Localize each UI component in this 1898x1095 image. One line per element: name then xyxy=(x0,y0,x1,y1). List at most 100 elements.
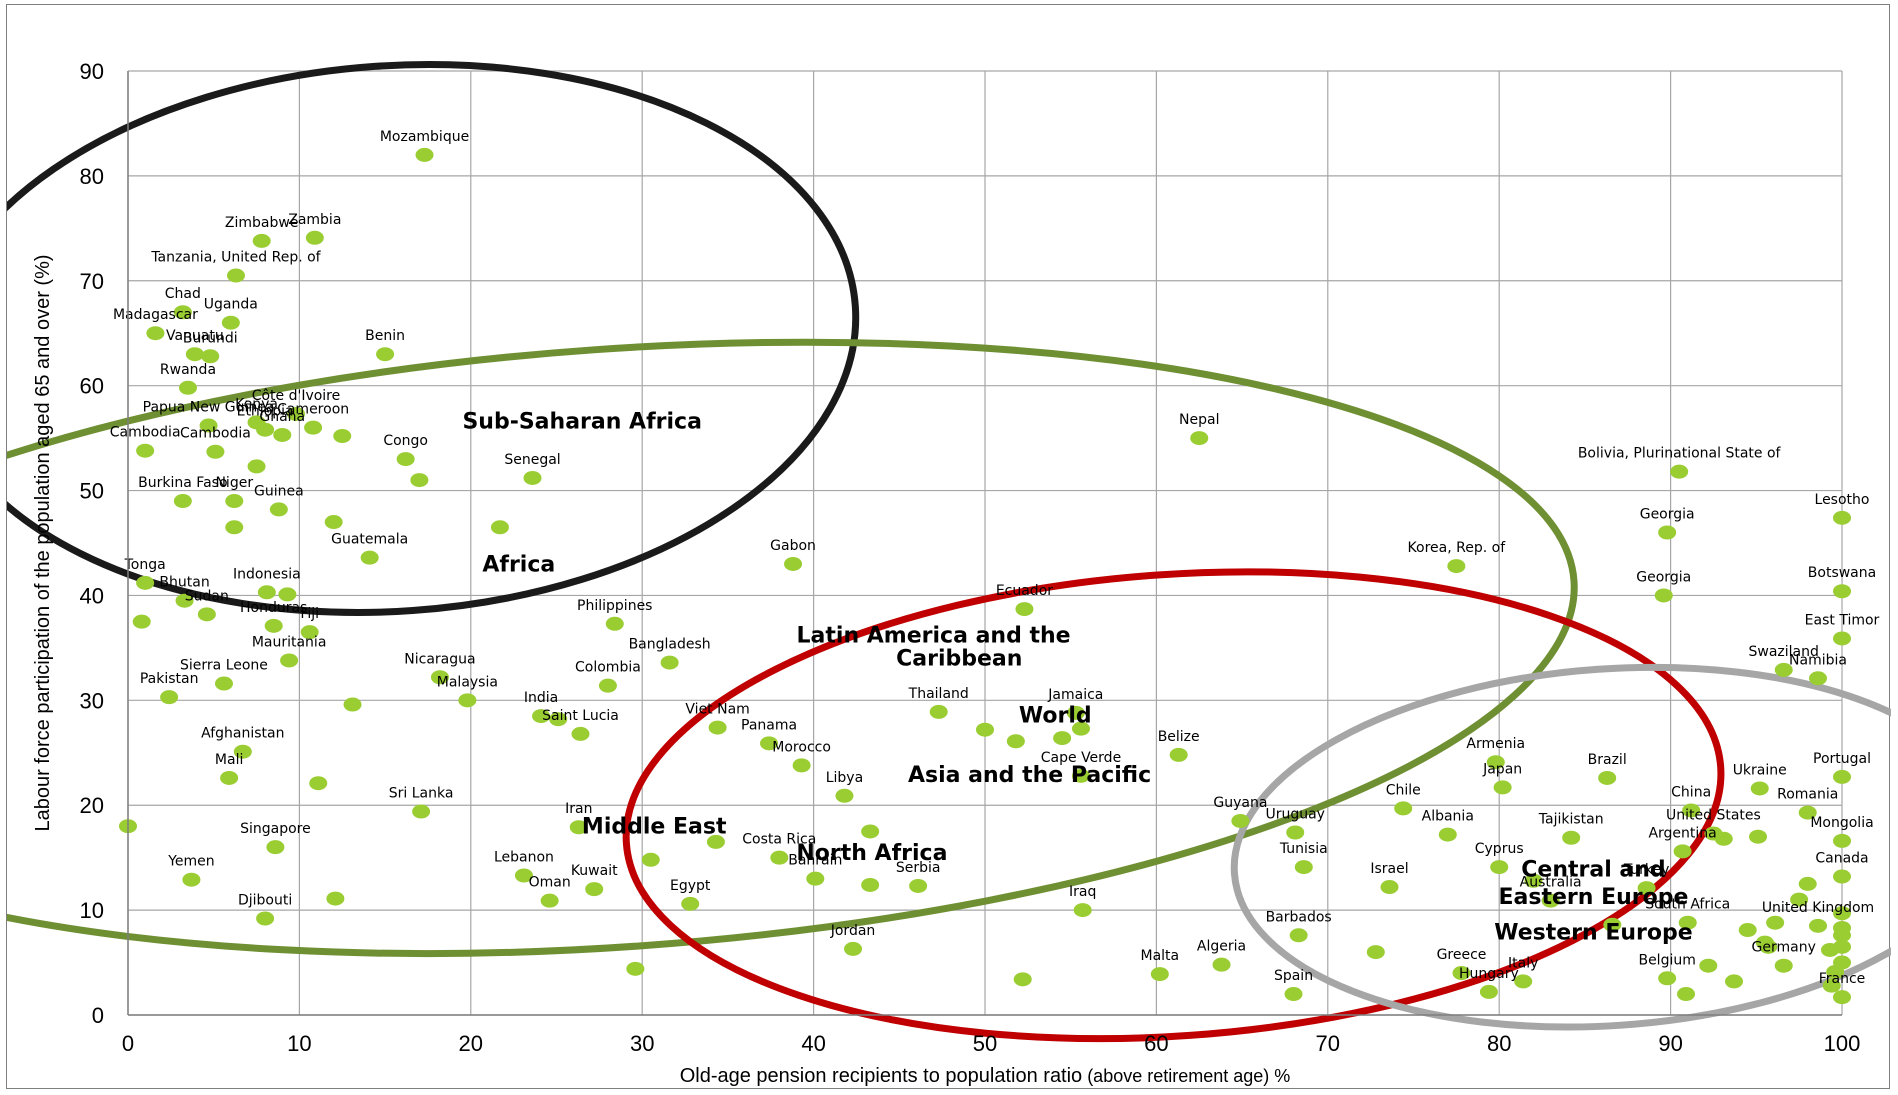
data-point xyxy=(1774,662,1793,677)
data-point-label: Lesotho xyxy=(1815,492,1870,508)
data-point-label: China xyxy=(1671,784,1711,800)
data-point xyxy=(1603,917,1622,932)
y-tick-label: 30 xyxy=(80,688,104,713)
data-point xyxy=(309,776,328,791)
data-point xyxy=(304,420,323,435)
data-point xyxy=(132,614,151,629)
data-point xyxy=(1822,978,1841,993)
x-tick-label: 60 xyxy=(1144,1031,1168,1056)
data-point xyxy=(861,877,880,892)
data-point-label: Niger xyxy=(215,475,253,491)
data-point-label: Turkey xyxy=(1623,862,1670,878)
data-point-label: Georgia xyxy=(1636,569,1691,585)
data-point xyxy=(1212,957,1231,972)
data-point-label: Uruguay xyxy=(1265,806,1325,822)
data-point-label: Tonga xyxy=(124,557,166,573)
data-point-label: Zimbabwe xyxy=(225,215,299,231)
data-point xyxy=(333,429,352,444)
data-point-label: Ghana xyxy=(259,409,305,425)
data-point-label: Jamaica xyxy=(1047,687,1103,703)
data-point xyxy=(266,840,285,855)
data-point xyxy=(626,961,645,976)
data-point-label: Senegal xyxy=(504,452,560,468)
data-point-label: Sri Lanka xyxy=(389,786,454,802)
data-point xyxy=(1294,860,1313,875)
data-point-label: Bhutan xyxy=(159,575,209,591)
data-point xyxy=(1833,928,1851,943)
data-point xyxy=(360,550,379,565)
data-point xyxy=(1073,903,1092,918)
data-point-label: United States xyxy=(1666,808,1761,824)
data-point xyxy=(1490,860,1509,875)
data-point xyxy=(458,693,477,708)
data-point-label: Korea, Rep. of xyxy=(1408,540,1507,556)
data-point-label: Brazil xyxy=(1588,752,1627,768)
data-point xyxy=(1654,588,1673,603)
data-point xyxy=(1833,584,1851,599)
data-point-label: Burundi xyxy=(183,330,238,346)
data-point xyxy=(257,585,276,600)
region-label: Eastern Europe xyxy=(1499,885,1689,910)
data-point-label: Fiji xyxy=(300,606,319,622)
data-point-label: Cambodia xyxy=(180,426,251,442)
data-point xyxy=(1798,876,1817,891)
data-point-label: Algeria xyxy=(1197,939,1246,955)
data-point-label: Barbados xyxy=(1266,909,1332,925)
data-point-label: Botswana xyxy=(1808,565,1876,581)
data-point-label: Nicaragua xyxy=(404,651,475,667)
data-point-label: Zambia xyxy=(288,212,341,228)
data-point xyxy=(1749,829,1768,844)
data-point xyxy=(221,315,240,330)
data-point-label: Kuwait xyxy=(571,863,618,879)
data-point-label: Uganda xyxy=(204,297,258,313)
data-point-label: Madagascar xyxy=(113,307,198,323)
data-point-label: Yemen xyxy=(167,854,214,870)
data-point-label: Malta xyxy=(1141,948,1180,964)
data-point xyxy=(598,678,617,693)
data-point xyxy=(1071,768,1090,783)
region-label: Africa xyxy=(482,552,555,577)
data-point xyxy=(247,459,266,474)
x-tick-label: 100 xyxy=(1824,1031,1861,1056)
data-point-label: Oman xyxy=(529,875,571,891)
data-point xyxy=(324,515,343,530)
data-point-label: Viet Nam xyxy=(685,702,749,718)
data-point-label: Mali xyxy=(215,752,243,768)
data-point xyxy=(430,670,449,685)
data-point-label: Bolivia, Plurinational State of xyxy=(1578,446,1782,462)
data-point xyxy=(199,418,218,433)
data-point xyxy=(1790,892,1809,907)
x-tick-label: 30 xyxy=(630,1031,654,1056)
data-point xyxy=(225,520,244,535)
data-point xyxy=(146,326,165,341)
data-point xyxy=(1774,958,1793,973)
data-point-label: Sudan xyxy=(185,588,229,604)
data-point xyxy=(278,587,297,602)
y-axis-label: Labour force participation of the popula… xyxy=(32,254,54,831)
data-point xyxy=(1658,971,1677,986)
data-point xyxy=(326,891,345,906)
data-point xyxy=(1833,869,1851,884)
data-point xyxy=(206,444,225,459)
chart-frame: Mozambique Zimbabwe Zambia Tanzania, United… xyxy=(6,4,1891,1089)
region-ellipse xyxy=(1230,663,1891,1031)
axes: 0 10 20 30 40 50 60 70 80 90 100 0 10 20 30 40 50 60 70 80 9… xyxy=(80,59,1861,1056)
data-point-label: Sierra Leone xyxy=(180,658,268,674)
data-point-label: Australia xyxy=(1520,875,1582,891)
data-point xyxy=(160,690,179,705)
data-point xyxy=(514,868,533,883)
data-point xyxy=(173,305,192,320)
region-label: World xyxy=(1019,703,1092,728)
data-point xyxy=(1833,906,1851,921)
y-tick-label: 70 xyxy=(80,269,104,294)
data-point-label: United Kingdom xyxy=(1762,900,1874,916)
data-point xyxy=(1798,805,1817,820)
region-ellipse xyxy=(7,338,1578,958)
data-point xyxy=(1833,990,1851,1005)
data-point xyxy=(178,380,197,395)
y-tick-label: 40 xyxy=(80,583,104,608)
data-point xyxy=(760,736,779,751)
data-point-label: Costa Rica xyxy=(742,832,816,848)
